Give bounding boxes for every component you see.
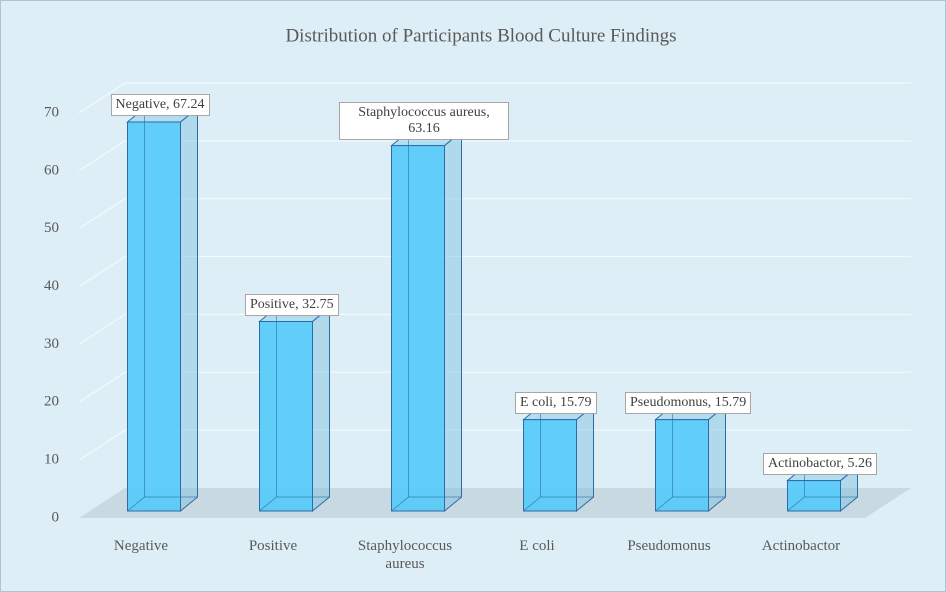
bar-side	[180, 106, 198, 513]
grid-line	[78, 82, 911, 114]
y-tick-label: 40	[44, 278, 59, 294]
chart-title: Distribution of Participants Blood Cultu…	[285, 25, 676, 46]
bar-side	[708, 404, 726, 513]
bar-front	[127, 121, 181, 512]
y-tick-label: 20	[44, 394, 59, 410]
bar-side	[312, 306, 330, 513]
bar-front	[523, 419, 577, 512]
y-tick-label: 50	[44, 220, 59, 236]
floor	[79, 488, 911, 518]
data-label: Staphylococcus aureus, 63.16	[339, 101, 509, 140]
x-tick-label: Pseudomonus	[627, 538, 711, 554]
bar-front	[787, 480, 841, 512]
y-tick-label: 60	[44, 162, 59, 178]
data-label: Positive, 32.75	[245, 293, 339, 316]
y-tick-label: 10	[44, 452, 59, 468]
grid-line	[78, 371, 911, 403]
bar	[390, 130, 463, 513]
bar	[126, 106, 199, 513]
bar	[522, 404, 595, 513]
data-label: Negative, 67.24	[110, 93, 210, 116]
bar-front	[655, 419, 709, 512]
y-tick-label: 30	[44, 336, 59, 352]
grid-line	[78, 255, 911, 288]
y-tick-label: 70	[44, 104, 59, 120]
data-label: Pseudomonus, 15.79	[625, 391, 752, 414]
x-tick-label: Positive	[248, 538, 298, 554]
data-label: Actinobactor, 5.26	[763, 452, 878, 475]
bar-front	[391, 145, 445, 512]
x-tick-label: Negative	[113, 538, 169, 554]
y-tick-label: 0	[52, 509, 60, 525]
data-label: E coli, 15.79	[515, 391, 597, 414]
x-tick-label: E coli	[519, 538, 555, 554]
x-tick-label: Actinobactor	[761, 538, 841, 554]
grid-line	[78, 429, 911, 461]
bar-front	[259, 321, 313, 512]
x-tick-label: Staphylococcus aureus	[357, 538, 453, 572]
bar-side	[444, 130, 462, 513]
grid-line	[78, 313, 911, 345]
bar	[654, 404, 727, 513]
grid-line	[78, 140, 911, 172]
bar	[258, 306, 331, 513]
grid-line	[78, 198, 911, 230]
bar-side	[576, 404, 594, 513]
